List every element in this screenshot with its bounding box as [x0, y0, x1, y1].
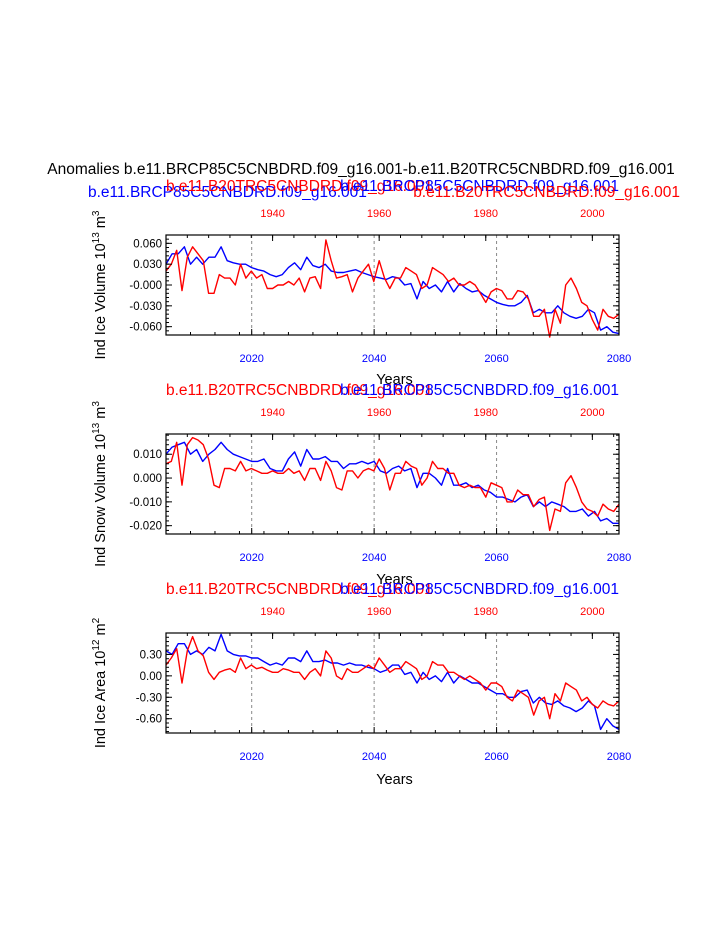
x-top-tick-label: 1960: [367, 407, 391, 419]
x-top-tick-label: 1980: [474, 407, 498, 419]
main-title: Anomalies b.e11.BRCP85C5CNBDRD.f09_g16.0…: [47, 161, 675, 178]
x-top-tick-label: 1940: [260, 606, 284, 618]
x-bottom-tick-label: 2060: [484, 353, 508, 365]
x-top-tick-label: 1980: [474, 208, 498, 220]
y-tick-label: -0.060: [129, 322, 162, 334]
y-tick-label: 0.000: [133, 473, 162, 485]
x-bottom-tick-label: 2080: [607, 552, 631, 564]
y-tick-label: 0.030: [133, 259, 162, 271]
y-axis-title: Ind Ice Area 1012 m2: [91, 617, 109, 748]
x-bottom-tick-label: 2080: [607, 751, 631, 763]
x-bottom-tick-label: 2040: [362, 353, 386, 365]
x-top-tick-label: 1940: [260, 208, 284, 220]
series-line-historical: [165, 239, 620, 338]
y-tick-label: -0.30: [136, 692, 162, 704]
x-top-tick-label: 2000: [580, 606, 604, 618]
x-bottom-tick-label: 2040: [362, 552, 386, 564]
x-bottom-tick-label: 2060: [484, 751, 508, 763]
y-tick-label: 0.060: [133, 238, 162, 250]
y-tick-label: -0.000: [129, 280, 162, 292]
panel-1: 0.060 0.030 -0.000 -0.030 -0.060 2020 2040 2060…: [88, 178, 680, 388]
x-axis-title: Years: [376, 772, 413, 788]
panel-source-title: b.e11.B20TRC5CNBDRD.f09_g16.001: [166, 581, 433, 598]
panel-source-title: b.e11.B20TRC5CNBDRD.f09_g16.001: [166, 382, 433, 399]
y-tick-label: 0.00: [140, 671, 162, 683]
x-bottom-tick-label: 2020: [239, 353, 263, 365]
panel-3: 0.30 0.00 -0.30 -0.60 2020 2040 2060 2080 1940 19…: [91, 581, 631, 788]
series-line-historical: [165, 436, 620, 532]
plot-frame: [165, 234, 620, 336]
y-axis-title: Ind Ice Volume 1013 m3: [91, 210, 109, 359]
panel-source-title: b.e11.BRCP85C5CNBDRD.f09_g16.001: [340, 382, 619, 399]
x-top-tick-label: 1960: [367, 208, 391, 220]
series-line-future: [165, 441, 619, 524]
x-bottom-tick-label: 2060: [484, 552, 508, 564]
series-line-future: [165, 633, 620, 731]
panel-source-title: b.e11.B20TRC5CNBDRD.f09_g16.001: [413, 184, 680, 201]
panel-2: 0.010 0.000 -0.010 -0.020 2020 2040 2060 2080 19…: [91, 382, 631, 588]
panel-source-title: b.e11.BRCP85C5CNBDRD.f09_g16.001: [340, 178, 619, 195]
y-tick-label: -0.010: [129, 497, 162, 509]
x-top-tick-label: 1940: [260, 407, 284, 419]
x-bottom-tick-label: 2080: [607, 353, 631, 365]
series-line-historical: [165, 635, 620, 720]
y-tick-label: -0.60: [136, 714, 162, 726]
x-bottom-tick-label: 2020: [239, 552, 263, 564]
plot-frame: [165, 433, 620, 535]
x-top-tick-label: 1960: [367, 606, 391, 618]
y-tick-label: -0.030: [129, 301, 162, 313]
x-top-tick-label: 1980: [474, 606, 498, 618]
y-tick-label: 0.30: [140, 649, 162, 661]
x-bottom-tick-label: 2040: [362, 751, 386, 763]
y-axis-title: Ind Snow Volume 1013 m3: [91, 401, 109, 567]
x-bottom-tick-label: 2020: [239, 751, 263, 763]
x-top-tick-label: 2000: [580, 407, 604, 419]
x-axis-title: Years: [376, 572, 413, 588]
plot-frame: [165, 632, 620, 734]
series-line-future: [165, 246, 620, 335]
y-tick-label: -0.020: [129, 521, 162, 533]
x-top-tick-label: 2000: [580, 208, 604, 220]
y-tick-label: 0.010: [133, 449, 162, 461]
panels: 0.060 0.030 -0.000 -0.030 -0.060 2020 2040 2060…: [88, 178, 680, 788]
panel-source-title: b.e11.BRCP85C5CNBDRD.f09_g16.001: [340, 581, 619, 598]
x-axis-title: Years: [376, 372, 413, 388]
panel-source-title: b.e11.BRCP85C5CNBDRD.f09_g16.001: [88, 184, 367, 201]
panel-source-title: b.e11.B20TRC5CNBDRD.f09_g16.001: [166, 178, 433, 195]
